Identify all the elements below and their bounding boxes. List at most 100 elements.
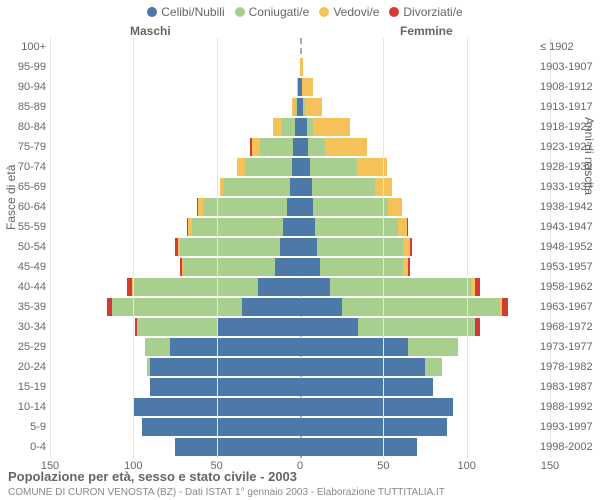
segment-div — [407, 218, 409, 236]
age-label: 85-89 — [0, 101, 46, 113]
age-label: 25-29 — [0, 341, 46, 353]
female-bar — [300, 278, 550, 296]
age-label: 55-59 — [0, 221, 46, 233]
segment-con — [320, 258, 403, 276]
grid-line — [217, 38, 218, 458]
birth-year-label: 1943-1947 — [540, 221, 600, 233]
segment-div — [408, 258, 410, 276]
segment-con — [358, 318, 475, 336]
age-label: 60-64 — [0, 201, 46, 213]
pyramid-row — [50, 258, 550, 276]
age-label: 95-99 — [0, 61, 46, 73]
male-bar — [50, 98, 300, 116]
segment-con — [307, 118, 314, 136]
chart-container: Celibi/NubiliConiugati/eVedovi/eDivorzia… — [0, 0, 600, 500]
birth-year-label: 1968-1972 — [540, 321, 600, 333]
segment-con — [137, 318, 217, 336]
segment-ved — [273, 118, 281, 136]
birth-year-label: 1938-1942 — [540, 201, 600, 213]
segment-cel — [170, 338, 300, 356]
age-label: 90-94 — [0, 81, 46, 93]
segment-con — [183, 258, 275, 276]
male-bar — [50, 378, 300, 396]
x-tick-label: 150 — [541, 460, 559, 472]
female-bar — [300, 418, 550, 436]
segment-ved — [403, 238, 410, 256]
segment-con — [223, 178, 290, 196]
plot-area — [50, 38, 550, 458]
grid-line — [383, 38, 384, 458]
segment-div — [475, 278, 480, 296]
segment-cel — [300, 338, 408, 356]
segment-ved — [237, 158, 245, 176]
pyramid-row — [50, 358, 550, 376]
birth-year-label: 1948-1952 — [540, 241, 600, 253]
age-label: 15-19 — [0, 381, 46, 393]
male-bar — [50, 198, 300, 216]
age-label: 80-84 — [0, 121, 46, 133]
age-label: 70-74 — [0, 161, 46, 173]
segment-ved — [398, 218, 406, 236]
x-tick-label: 50 — [211, 460, 223, 472]
male-bar — [50, 298, 300, 316]
segment-cel — [300, 378, 433, 396]
segment-ved — [302, 78, 314, 96]
female-bar — [300, 38, 550, 56]
column-header-female: Femmine — [400, 24, 453, 38]
segment-con — [245, 158, 292, 176]
segment-cel — [142, 418, 300, 436]
male-bar — [50, 218, 300, 236]
segment-cel — [283, 218, 300, 236]
female-bar — [300, 258, 550, 276]
segment-cel — [150, 358, 300, 376]
pyramid-row — [50, 298, 550, 316]
female-bar — [300, 438, 550, 456]
segment-cel — [300, 238, 317, 256]
pyramid-row — [50, 138, 550, 156]
segment-ved — [325, 138, 367, 156]
segment-con — [180, 238, 280, 256]
grid-line — [467, 38, 468, 458]
segment-con — [330, 278, 472, 296]
pyramid-row — [50, 418, 550, 436]
birth-year-label: 1988-1992 — [540, 401, 600, 413]
birth-year-label: 1933-1937 — [540, 181, 600, 193]
pyramid-row — [50, 278, 550, 296]
male-bar — [50, 418, 300, 436]
segment-con — [133, 278, 258, 296]
segment-ved — [252, 138, 260, 156]
male-bar — [50, 338, 300, 356]
segment-cel — [290, 178, 300, 196]
segment-cel — [300, 178, 312, 196]
age-label: 10-14 — [0, 401, 46, 413]
female-bar — [300, 178, 550, 196]
segment-con — [145, 338, 170, 356]
pyramid-row — [50, 438, 550, 456]
segment-con — [425, 358, 442, 376]
birth-year-label: 1908-1912 — [540, 81, 600, 93]
segment-cel — [280, 238, 300, 256]
birth-year-label: 1953-1957 — [540, 261, 600, 273]
segment-cel — [217, 318, 300, 336]
segment-con — [342, 298, 500, 316]
segment-ved — [388, 198, 401, 216]
segment-cel — [275, 258, 300, 276]
male-bar — [50, 58, 300, 76]
age-label: 40-44 — [0, 281, 46, 293]
segment-con — [315, 218, 398, 236]
female-bar — [300, 318, 550, 336]
female-bar — [300, 138, 550, 156]
male-bar — [50, 358, 300, 376]
pyramid-row — [50, 218, 550, 236]
legend-swatch — [235, 7, 245, 17]
birth-year-label: ≤ 1902 — [540, 41, 600, 53]
male-bar — [50, 318, 300, 336]
birth-year-label: 1923-1927 — [540, 141, 600, 153]
segment-con — [408, 338, 458, 356]
pyramid-row — [50, 178, 550, 196]
pyramid-row — [50, 398, 550, 416]
birth-year-label: 1928-1932 — [540, 161, 600, 173]
segment-div — [502, 298, 509, 316]
pyramid-row — [50, 98, 550, 116]
segment-con — [308, 138, 325, 156]
